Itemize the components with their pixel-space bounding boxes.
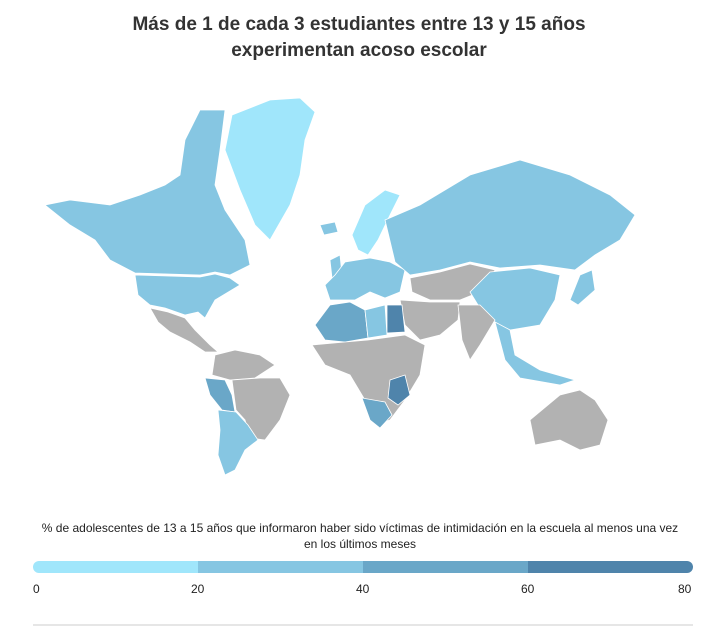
region-southeast-asia[interactable] — [494, 321, 577, 386]
legend-tick: 40 — [356, 582, 370, 596]
chart-title: Más de 1 de cada 3 estudiantes entre 13 … — [0, 12, 718, 64]
region-colombia-venezuela[interactable] — [211, 349, 276, 381]
region-egypt[interactable] — [386, 304, 406, 334]
region-libya[interactable] — [364, 304, 388, 339]
region-east-africa[interactable] — [387, 374, 411, 406]
region-mexico[interactable] — [149, 307, 220, 353]
region-middle-east[interactable] — [399, 299, 461, 341]
region-southern-africa[interactable] — [361, 397, 393, 429]
legend-bin-0-20 — [33, 561, 198, 573]
region-india[interactable] — [457, 304, 496, 361]
region-greenland[interactable] — [224, 97, 316, 241]
region-usa[interactable] — [134, 273, 241, 319]
legend-tick: 60 — [521, 582, 535, 596]
legend-color-bar — [33, 561, 693, 573]
legend-tick: 0 — [33, 582, 40, 596]
legend-title: % de adolescentes de 13 a 15 años que in… — [41, 521, 679, 551]
region-europe[interactable] — [324, 257, 406, 301]
region-algeria-morocco[interactable] — [314, 301, 369, 343]
world-map — [44, 97, 636, 476]
region-russia[interactable] — [384, 159, 636, 276]
region-japan[interactable] — [569, 269, 596, 306]
legend-bin-20-40 — [198, 561, 363, 573]
legend-tick: 80 — [678, 582, 692, 596]
region-argentina-chile[interactable] — [217, 409, 259, 476]
region-australia[interactable] — [529, 389, 609, 451]
divider — [33, 624, 693, 626]
legend-bin-60-80 — [528, 561, 693, 573]
title-line-2: experimentan acoso escolar — [231, 40, 487, 61]
legend-tick: 20 — [191, 582, 205, 596]
region-peru[interactable] — [204, 377, 236, 413]
region-canada[interactable] — [44, 109, 251, 276]
region-scandinavia[interactable] — [351, 189, 401, 256]
legend-bin-40-60 — [363, 561, 528, 573]
title-line-1: Más de 1 de cada 3 estudiantes entre 13 … — [132, 14, 586, 35]
